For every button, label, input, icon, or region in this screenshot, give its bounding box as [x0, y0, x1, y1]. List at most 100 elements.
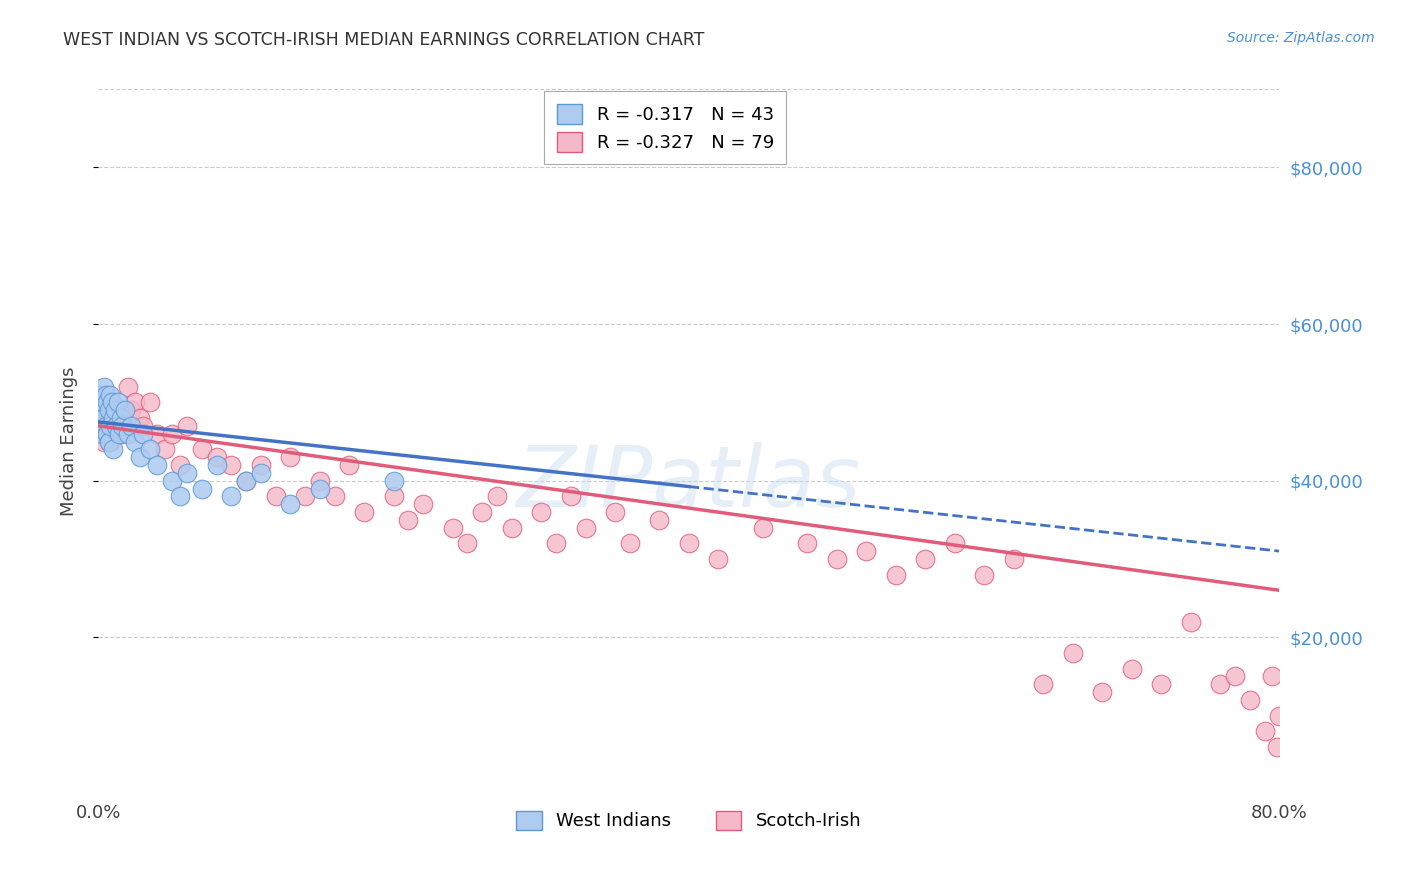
Point [128, 450, 150, 465]
Point [457, 536, 479, 550]
Point [486, 489, 509, 503]
Point [97, 418, 120, 433]
Point [1002, 552, 1025, 566]
Point [796, 536, 818, 550]
Point [1239, 693, 1261, 707]
Point [176, 418, 198, 433]
Point [250, 466, 273, 480]
Point [339, 458, 361, 472]
Point [1209, 677, 1232, 691]
Point [139, 442, 162, 457]
Point [1261, 669, 1284, 683]
Point [382, 489, 405, 503]
Point [98, 434, 121, 449]
Point [110, 426, 132, 441]
Y-axis label: Median Earnings: Median Earnings [59, 367, 77, 516]
Point [139, 395, 162, 409]
Point [398, 513, 420, 527]
Point [124, 395, 146, 409]
Point [108, 426, 131, 441]
Point [97, 403, 120, 417]
Point [89, 403, 111, 417]
Point [162, 474, 183, 488]
Text: Source: ZipAtlas.com: Source: ZipAtlas.com [1227, 31, 1375, 45]
Point [294, 489, 316, 503]
Point [146, 458, 169, 472]
Point [96, 395, 118, 409]
Point [94, 418, 117, 433]
Point [110, 411, 132, 425]
Point [91, 395, 114, 409]
Point [98, 387, 121, 401]
Point [560, 489, 582, 503]
Point [648, 513, 671, 527]
Point [752, 521, 775, 535]
Point [93, 434, 115, 449]
Point [412, 497, 434, 511]
Point [205, 450, 228, 465]
Point [1180, 615, 1202, 629]
Point [280, 450, 302, 465]
Point [382, 474, 405, 488]
Point [90, 387, 112, 401]
Point [575, 521, 598, 535]
Text: WEST INDIAN VS SCOTCH-IRISH MEDIAN EARNINGS CORRELATION CHART: WEST INDIAN VS SCOTCH-IRISH MEDIAN EARNI… [63, 31, 704, 49]
Point [114, 418, 136, 433]
Point [98, 418, 121, 433]
Point [107, 426, 129, 441]
Point [94, 411, 117, 425]
Point [678, 536, 700, 550]
Point [825, 552, 848, 566]
Point [1121, 662, 1143, 676]
Point [146, 426, 169, 441]
Point [124, 434, 146, 449]
Point [1265, 739, 1288, 754]
Point [104, 403, 127, 417]
Point [91, 426, 114, 441]
Point [120, 403, 142, 417]
Point [707, 552, 730, 566]
Point [943, 536, 966, 550]
Point [132, 426, 155, 441]
Point [169, 489, 191, 503]
Point [111, 418, 134, 433]
Point [1254, 724, 1277, 739]
Point [605, 505, 627, 519]
Point [93, 411, 115, 425]
Point [117, 380, 139, 394]
Point [221, 489, 243, 503]
Point [105, 418, 128, 433]
Point [89, 411, 111, 425]
Point [323, 489, 346, 503]
Point [221, 458, 243, 472]
Point [191, 442, 214, 457]
Point [1268, 708, 1291, 723]
Point [1062, 646, 1084, 660]
Point [128, 411, 150, 425]
Point [530, 505, 553, 519]
Point [619, 536, 641, 550]
Point [546, 536, 568, 550]
Point [250, 458, 273, 472]
Point [264, 489, 287, 503]
Point [1150, 677, 1173, 691]
Point [205, 458, 228, 472]
Point [153, 442, 176, 457]
Point [105, 418, 128, 433]
Point [97, 434, 120, 449]
Point [235, 474, 257, 488]
Point [103, 426, 125, 441]
Point [1091, 685, 1114, 699]
Point [104, 411, 127, 425]
Point [471, 505, 494, 519]
Point [117, 426, 139, 441]
Point [176, 466, 198, 480]
Point [107, 395, 129, 409]
Point [441, 521, 464, 535]
Point [100, 395, 122, 409]
Point [91, 418, 114, 433]
Point [96, 426, 118, 441]
Point [103, 411, 125, 425]
Point [169, 458, 191, 472]
Point [111, 411, 134, 425]
